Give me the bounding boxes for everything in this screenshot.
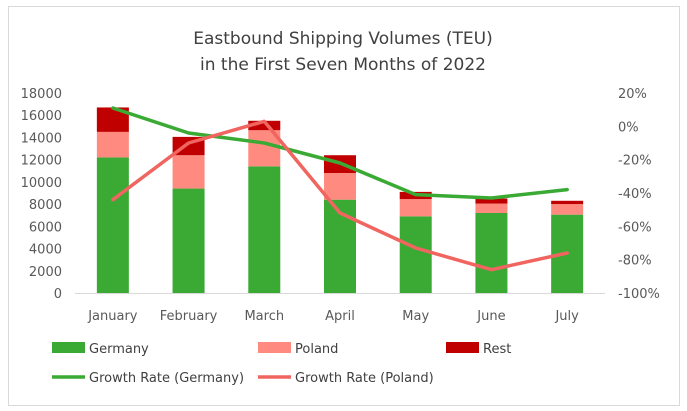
bar-germany — [248, 166, 281, 293]
y-right-tick-label: -80% — [618, 254, 652, 269]
x-tick-label: April — [325, 309, 355, 324]
line-growth-rate-poland- — [111, 119, 569, 272]
chart-title-line-2: in the First Seven Months of 2022 — [200, 55, 486, 75]
y-right-tick-label: -20% — [618, 154, 652, 169]
x-tick-label: January — [87, 309, 138, 324]
bar-poland — [399, 199, 432, 217]
bar-poland — [551, 204, 584, 215]
chart-title-line-1: Eastbound Shipping Volumes (TEU) — [193, 29, 493, 49]
y-left-tick-label: 10000 — [21, 176, 62, 191]
x-tick-label: February — [160, 309, 218, 324]
y-left-tick-label: 2000 — [29, 265, 62, 280]
y-right-tick-label: -60% — [618, 220, 652, 235]
y-left-tick-label: 8000 — [29, 198, 62, 213]
bar-poland — [324, 173, 356, 200]
bar-germany — [172, 188, 205, 293]
bar-rest — [551, 200, 584, 205]
y-left-tick-label: 6000 — [29, 220, 62, 235]
y-left-tick-label: 18000 — [21, 87, 62, 102]
y-left-tick-label: 0 — [54, 287, 62, 302]
legend-label: Growth Rate (Poland) — [295, 371, 434, 386]
bar-germany — [324, 199, 356, 293]
bar-germany — [475, 213, 508, 293]
y-right-tick-label: 20% — [618, 87, 647, 102]
y-left-tick-label: 16000 — [21, 109, 62, 124]
x-tick-label: June — [476, 309, 505, 324]
legend-swatch — [52, 342, 85, 353]
chart-frame — [8, 6, 680, 406]
legend-label: Poland — [295, 342, 338, 357]
bar-poland — [96, 131, 129, 158]
x-tick-label: May — [402, 309, 429, 324]
legend-label: Growth Rate (Germany) — [89, 371, 244, 386]
bar-rest — [248, 120, 281, 131]
bar-poland — [172, 155, 205, 189]
bar-germany — [96, 157, 129, 293]
legend-label: Rest — [483, 342, 511, 357]
y-right-tick-label: 0% — [618, 120, 639, 135]
line-growth-rate-germany- — [111, 106, 569, 200]
x-tick-label: March — [244, 309, 284, 324]
y-left-tick-label: 12000 — [21, 154, 62, 169]
x-tick-label: July — [554, 309, 579, 324]
bar-poland — [475, 203, 508, 213]
y-left-tick-label: 4000 — [29, 243, 62, 258]
legend-swatch — [446, 342, 479, 353]
y-right-tick-label: -100% — [618, 287, 660, 302]
legend-swatch — [258, 342, 291, 353]
y-right-tick-label: -40% — [618, 187, 652, 202]
y-left-tick-label: 14000 — [21, 131, 62, 146]
legend-label: Germany — [89, 342, 149, 357]
bar-germany — [399, 216, 432, 293]
bar-rest — [475, 198, 508, 204]
